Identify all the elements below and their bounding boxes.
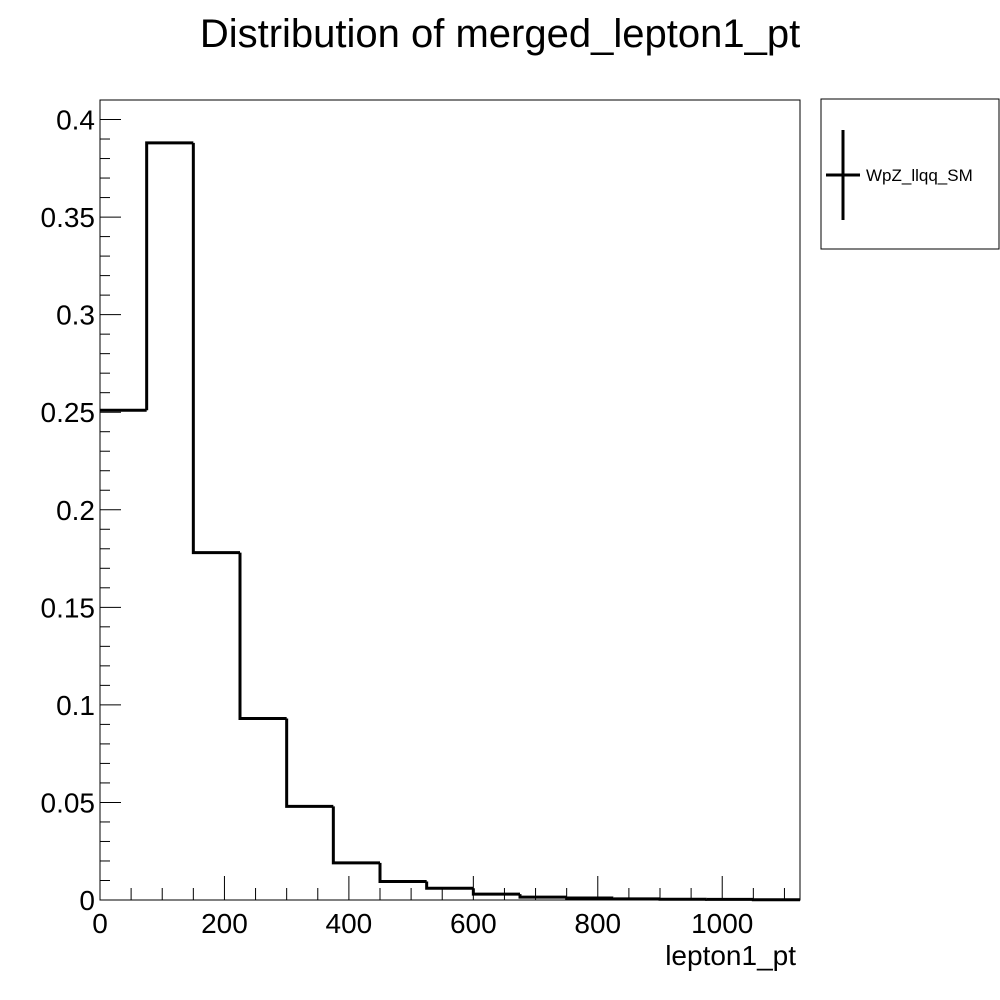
y-tick-label: 0.3 [56,300,95,331]
histogram-bin [611,897,660,901]
y-tick-label: 0.1 [56,690,95,721]
histogram-bin [565,896,614,900]
y-tick-label: 0.15 [41,592,96,623]
histogram-bin [518,894,567,899]
y-tick-label: 0.4 [56,105,95,136]
histogram-bin [331,806,380,865]
x-tick-label: 600 [450,908,497,939]
histogram-bin [285,718,334,808]
x-tick-label: 1000 [691,908,753,939]
histogram-bin [378,862,427,883]
y-tick-label: 0.25 [41,397,96,428]
axis-ticks [99,119,785,901]
legend-label: WpZ_llqq_SM [866,166,973,185]
histogram-bin [145,141,194,411]
x-axis-label: lepton1_pt [665,940,796,971]
chart-title: Distribution of merged_lepton1_pt [200,12,800,56]
y-tick-label: 0.35 [41,202,96,233]
x-tick-label: 400 [326,908,373,939]
y-tick-label: 0.2 [56,495,95,526]
histogram-bin [238,552,287,721]
histogram [100,141,800,902]
x-tick-label: 800 [574,908,621,939]
histogram-bin [471,888,520,896]
x-tick-label: 200 [201,908,248,939]
legend: WpZ_llqq_SM [820,98,1000,250]
histogram-bin [425,881,474,890]
x-tick-label: 0 [92,908,108,939]
y-tick-label: 0 [79,885,95,916]
plot-frame [99,99,801,901]
tick-labels: 0 200 400 600 800 1000 0 0.05 0.1 0.15 0.2 0.25 0.3 0… [41,105,754,939]
histogram-bin [191,142,240,555]
y-tick-label: 0.05 [41,787,96,818]
